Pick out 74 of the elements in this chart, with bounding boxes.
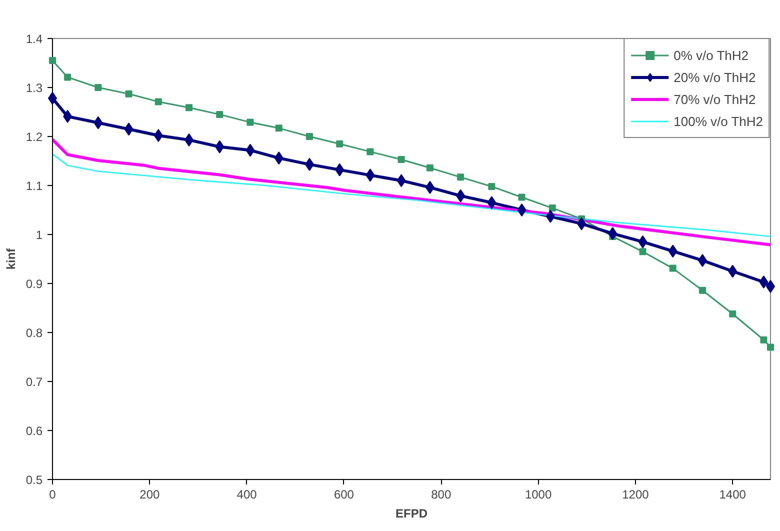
x-tick-label: 1000 — [524, 488, 552, 502]
x-tick-label: 200 — [140, 488, 160, 502]
point — [760, 336, 768, 344]
point — [306, 133, 313, 140]
legend-label: 70% v/o ThH2 — [674, 92, 756, 106]
point — [215, 140, 224, 154]
point — [366, 148, 374, 156]
point — [698, 286, 706, 294]
point — [517, 204, 526, 216]
y-tick-label: 1.4 — [26, 32, 43, 46]
point — [304, 158, 314, 171]
point — [639, 248, 646, 256]
x-tick-label: 800 — [431, 488, 452, 502]
y-tick-label: 0.8 — [26, 326, 43, 340]
y-tick-label: 0.6 — [26, 424, 43, 438]
point — [335, 163, 344, 176]
legend-label: 20% v/o ThH2 — [674, 70, 756, 84]
point — [275, 124, 282, 132]
y-tick-label: 0.7 — [26, 375, 43, 389]
point — [548, 204, 556, 212]
x-axis-title: EFPD — [396, 506, 428, 520]
line-series — [52, 138, 770, 246]
point — [246, 144, 255, 157]
x-tick-label: 0 — [49, 488, 56, 502]
point — [546, 210, 555, 223]
point — [64, 74, 72, 81]
point — [366, 168, 375, 182]
point — [216, 110, 224, 118]
point — [698, 254, 707, 267]
y-tick-label: 1.2 — [26, 130, 43, 144]
point — [154, 98, 162, 106]
legend-label: 100% v/o ThH2 — [674, 114, 763, 128]
point — [759, 276, 768, 289]
y-tick-label: 1.1 — [26, 179, 43, 193]
point — [398, 156, 405, 164]
point — [94, 116, 103, 130]
x-tick-label: 600 — [334, 488, 354, 502]
point — [577, 217, 586, 230]
y-tick-label: 0.5 — [26, 473, 43, 487]
point — [488, 182, 496, 190]
x-tick-label: 400 — [236, 488, 258, 502]
point — [125, 90, 132, 98]
y-tick-label: 0.9 — [26, 277, 43, 291]
point — [396, 174, 406, 188]
point — [336, 140, 344, 148]
point — [728, 264, 738, 278]
point — [49, 57, 56, 64]
point — [184, 133, 194, 146]
point — [767, 344, 774, 351]
point — [94, 84, 102, 91]
point — [729, 310, 736, 318]
legend-label: 0% v/o ThH2 — [674, 48, 749, 62]
point — [425, 180, 434, 194]
point — [487, 196, 496, 210]
point — [457, 174, 464, 181]
point — [246, 118, 254, 126]
point — [608, 227, 618, 240]
y-tick-label: 1.3 — [26, 81, 43, 95]
point — [426, 164, 434, 172]
x-tick-label: 1400 — [719, 488, 746, 502]
y-axis-title: kinf — [4, 247, 18, 270]
point — [274, 152, 284, 165]
x-tick-label: 1200 — [622, 488, 650, 502]
point — [456, 189, 466, 202]
line-series — [52, 154, 770, 238]
point — [124, 122, 134, 136]
point — [63, 110, 72, 123]
point — [186, 104, 193, 112]
point — [669, 264, 676, 272]
point — [154, 129, 163, 142]
point — [668, 244, 678, 258]
point — [518, 194, 526, 201]
point — [638, 235, 648, 248]
y-tick-label: 1 — [36, 228, 43, 242]
